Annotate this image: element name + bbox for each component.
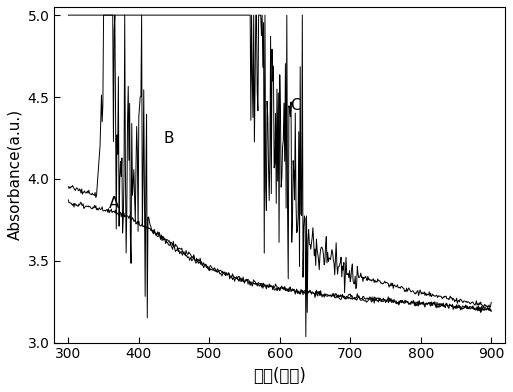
Text: C: C <box>290 98 301 113</box>
Text: A: A <box>109 196 120 211</box>
Y-axis label: Absorbance(a.u.): Absorbance(a.u.) <box>7 109 22 240</box>
Text: B: B <box>164 131 174 146</box>
X-axis label: 波长(纳米): 波长(纳米) <box>253 367 306 385</box>
